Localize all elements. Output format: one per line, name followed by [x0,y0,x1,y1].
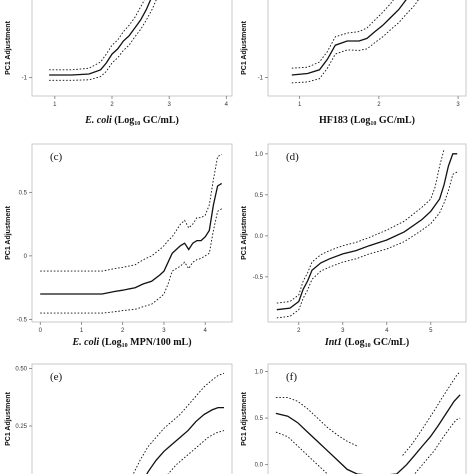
y-tick-label: -0.5 [17,317,28,323]
fit-line-0 [291,0,407,76]
y-axis-label: PC1 Adjustment [5,391,12,445]
ci-line-4 [414,417,461,474]
plot-frame [267,143,467,323]
x-label-part: GC/mL) [371,337,410,348]
fit-line-0 [40,182,223,295]
x-tick-label: 3 [456,102,460,108]
y-tick-label: -0.5 [253,275,264,281]
fit-line-0 [276,153,458,311]
x-tick-label: 2 [297,328,301,334]
ci-line-2 [276,171,458,319]
x-tick-label: 1 [80,328,84,334]
fit-line-0 [49,0,152,76]
x-axis-label: HF183 (Log10 GC/mL) [319,115,415,127]
panel-label: (c) [50,151,63,163]
x-label-part: Int1 [324,337,342,348]
y-axis-label: PC1 Adjustment [5,20,12,74]
x-tick-label: 2 [110,102,114,108]
y-tick-label: 0.0 [255,463,264,469]
x-axis-label: E. coli (Log10 MPN/100 mL) [71,337,191,349]
y-axis-label: PC1 Adjustment [241,391,248,445]
x-label-part: GC/mL) [376,115,415,126]
x-label-part: (Log [342,337,365,348]
panel-c: 0 1 2 3 4 -0.5 0 0.5 PC1 Adjustment E. coli (Log1… [5,143,233,349]
ci-line-2 [40,208,222,314]
y-tick-label: 0.0 [255,234,264,240]
plot-frame [267,0,467,97]
ci-line-2 [49,0,157,81]
x-label-part: E. coli [84,115,112,126]
plot-frame [31,0,233,97]
ci-line-3 [402,371,461,456]
x-tick-label: 4 [204,328,208,334]
panel-a: 1 2 3 4 -1 PC1 Adjustment E. coli (Log10 GC/mL… [5,0,233,127]
x-label-subscript: 10 [134,121,140,127]
y-tick-label: 0.25 [15,424,27,430]
x-axis-label: Int1 (Log10 GC/mL) [324,337,409,349]
x-label-part: MPN/100 mL) [128,337,192,348]
x-label-part: E. coli [71,337,99,348]
x-label-part: (Log [112,115,135,126]
ci-line-1 [291,0,394,69]
ci-line-1 [276,149,445,304]
ci-line-1 [40,153,222,272]
x-label-subscript: 10 [122,343,128,349]
x-tick-label: 3 [341,328,345,334]
x-axis-label: E. coli (Log10 GC/mL) [84,115,179,127]
x-label-part: (Log [99,337,122,348]
x-tick-label: 2 [121,328,125,334]
ci-line-1 [132,372,225,474]
y-tick-label: 1.0 [255,369,264,375]
x-label-part: HF183 (Log [319,115,370,126]
x-tick-label: 3 [162,328,166,334]
x-tick-label: 4 [385,328,389,334]
y-tick-label: 1.0 [255,152,264,158]
y-tick-label: 0.5 [255,416,264,422]
y-tick-label: 0 [24,254,28,260]
y-tick-label: 0.5 [255,193,264,199]
x-tick-label: 2 [377,102,381,108]
y-axis-label: PC1 Adjustment [5,205,12,259]
fit-line-0 [275,394,461,474]
x-tick-label: 3 [167,102,171,108]
fit-line-0 [146,406,224,474]
x-tick-label: 0 [39,328,43,334]
x-tick-label: 5 [429,328,433,334]
x-tick-label: 1 [53,102,57,108]
plot-frame [31,143,233,323]
panel-b: 1 2 3 -1 PC1 Adjustment HF183 (Log10 GC/mL) [241,0,467,127]
y-tick-label: 0.50 [15,367,27,373]
x-label-subscript: 10 [365,343,371,349]
x-label-part: GC/mL) [140,115,179,126]
x-tick-label: 4 [225,102,229,108]
plot-frame [267,363,467,474]
x-tick-label: 1 [298,102,302,108]
y-tick-label: -1 [22,76,28,82]
ci-line-2 [291,0,419,84]
panel-label: (d) [286,151,299,163]
y-tick-label: -1 [258,76,264,82]
panel-d: 2 3 4 5 -0.5 0.0 0.5 1.0 PC1 Adjustment Int1 (Log… [241,143,467,349]
panel-label: (e) [50,371,63,383]
ci-line-1 [275,397,358,447]
panel-label: (f) [286,371,297,383]
y-tick-label: 0.5 [19,190,28,196]
panel-f: 0.0 0.5 1.0 PC1 Adjustment (f) [241,363,467,474]
x-label-subscript: 10 [370,121,376,127]
y-axis-label: PC1 Adjustment [241,20,248,74]
y-axis-label: PC1 Adjustment [241,205,248,259]
ci-line-2 [275,431,329,474]
ci-line-2 [167,430,225,474]
